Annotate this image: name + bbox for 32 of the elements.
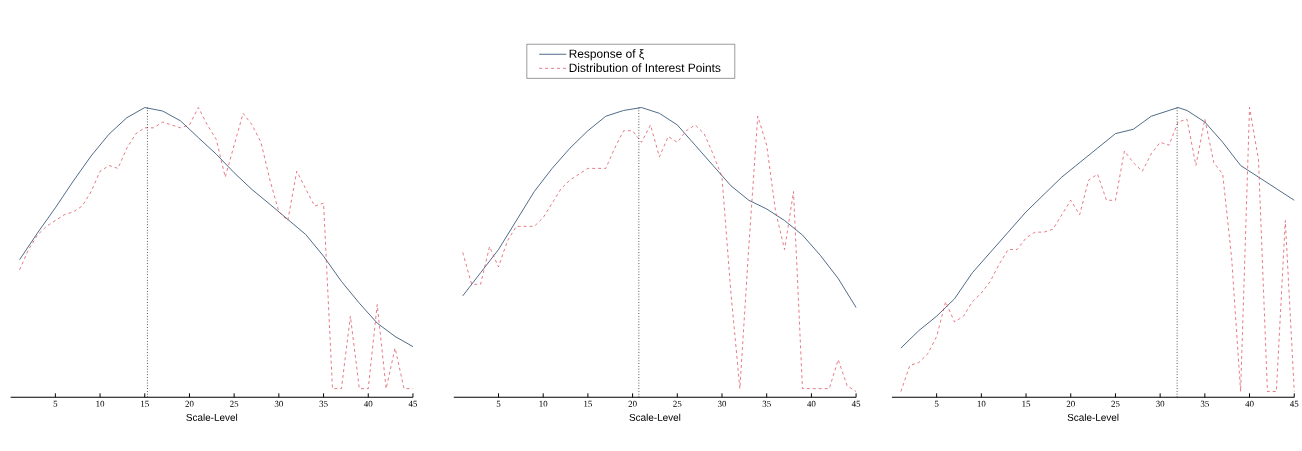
x-tick-label: 10 [977, 400, 986, 407]
x-tick-label: 30 [274, 400, 283, 407]
x-axis-title: Scale-Level [1067, 413, 1119, 421]
x-tick-label: 5 [53, 400, 58, 407]
x-tick-label: 5 [496, 400, 501, 407]
x-tick-label: 10 [96, 400, 105, 407]
x-tick-label: 45 [1289, 400, 1299, 407]
x-tick-label: 40 [1245, 400, 1254, 407]
legend-label: Distribution of Interest Points [569, 63, 721, 72]
x-tick-label: 35 [319, 400, 328, 407]
x-tick-label: 40 [363, 400, 373, 407]
x-tick-label: 20 [628, 400, 637, 407]
x-tick-label: 35 [1200, 400, 1209, 407]
x-tick-label: 45 [408, 400, 418, 407]
x-tick-label: 5 [934, 400, 939, 407]
x-tick-label: 15 [141, 400, 149, 407]
x-tick-label: 15 [1022, 400, 1031, 407]
x-tick-label: 25 [1111, 400, 1120, 407]
legend-label: Response of ξ [569, 49, 644, 61]
x-tick-label: 20 [185, 400, 194, 407]
x-tick-label: 40 [807, 400, 816, 407]
x-tick-label: 30 [1156, 400, 1165, 407]
x-tick-label: 30 [717, 400, 727, 407]
x-tick-label: 20 [1066, 400, 1075, 407]
x-tick-label: 45 [851, 400, 861, 407]
x-tick-label: 10 [539, 400, 548, 407]
x-axis-title: Scale-Level [629, 413, 681, 421]
x-tick-label: 25 [673, 400, 682, 407]
x-axis-title: Scale-Level [186, 413, 238, 421]
x-tick-label: 35 [762, 400, 771, 407]
x-tick-label: 15 [584, 400, 593, 407]
x-tick-label: 25 [230, 400, 239, 407]
